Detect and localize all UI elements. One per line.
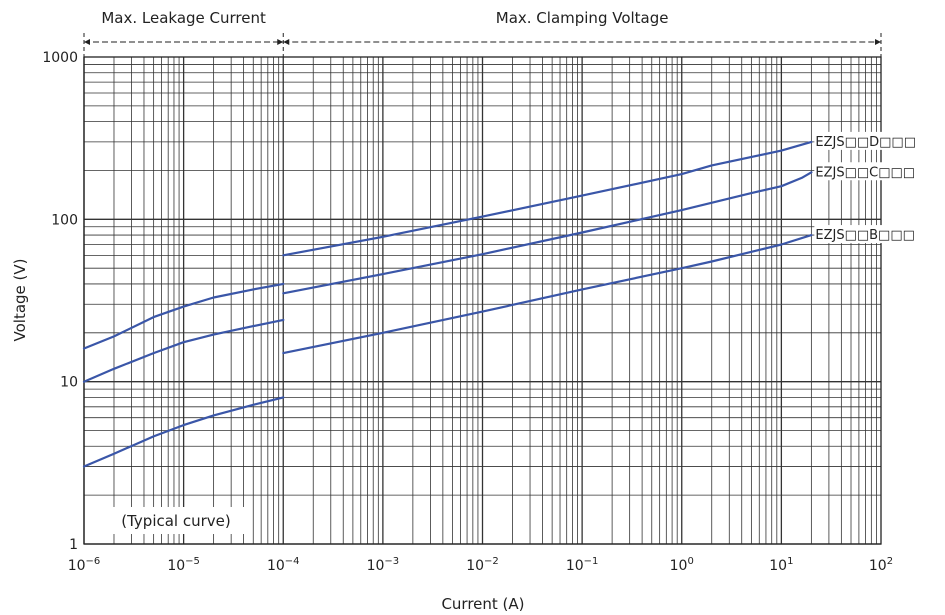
x-tick-label: 102 bbox=[869, 556, 893, 574]
region-label: Max. Clamping Voltage bbox=[496, 9, 669, 27]
y-tick-label: 1 bbox=[69, 537, 78, 553]
region-label: Max. Leakage Current bbox=[101, 9, 266, 27]
series-line-clamping bbox=[282, 140, 813, 257]
series-line-clamping bbox=[282, 234, 813, 355]
grid bbox=[83, 56, 882, 545]
series-label-bg bbox=[814, 131, 937, 150]
y-tick-labels: 1 10 100 1000 bbox=[42, 50, 78, 553]
series-label-bg bbox=[814, 225, 937, 244]
x-tick-label: 10−2 bbox=[466, 556, 499, 574]
x-tick-label: 10−3 bbox=[367, 556, 400, 574]
x-tick-label: 10−4 bbox=[267, 556, 300, 574]
typical-curve-note: (Typical curve) bbox=[121, 512, 231, 530]
series-label: EZJS□□C□□□ bbox=[815, 165, 915, 180]
series-line-leakage bbox=[82, 396, 285, 468]
region-arrow-right bbox=[875, 39, 881, 45]
series-label: EZJS□□B□□□ bbox=[815, 228, 915, 243]
series-label: EZJS□□D□□□ bbox=[815, 135, 916, 150]
y-tick-label: 10 bbox=[60, 375, 78, 391]
region-arrow-right bbox=[277, 39, 284, 45]
region-arrow-left bbox=[84, 39, 90, 45]
x-axis-label: Current (A) bbox=[441, 595, 524, 613]
series-lines bbox=[82, 140, 813, 468]
y-tick-label: 100 bbox=[51, 212, 78, 228]
y-tick-label: 1000 bbox=[42, 50, 78, 66]
x-tick-label: 10−6 bbox=[68, 556, 101, 574]
x-tick-label: 100 bbox=[670, 556, 694, 574]
series-line-clamping bbox=[282, 171, 813, 295]
x-tick-label: 101 bbox=[769, 556, 793, 574]
region-markers: Max. Leakage Current Max. Clamping Voltag… bbox=[83, 9, 882, 57]
annotation-box bbox=[104, 507, 248, 534]
x-tick-labels: 10−6 10−5 10−4 10−3 10−2 10−1 100 101 102 bbox=[68, 556, 893, 574]
x-tick-label: 10−1 bbox=[566, 556, 599, 574]
series-label-bg bbox=[814, 162, 937, 181]
series-line-leakage bbox=[82, 318, 285, 383]
series-labels: EZJS□□D□□□ EZJS□□C□□□ EZJS□□B□□□ bbox=[814, 131, 937, 244]
y-axis-label: Voltage (V) bbox=[11, 259, 29, 342]
plot-frame bbox=[83, 56, 882, 545]
series-line-leakage bbox=[82, 282, 285, 350]
region-arrow-left bbox=[283, 39, 290, 45]
x-tick-label: 10−5 bbox=[167, 556, 200, 574]
